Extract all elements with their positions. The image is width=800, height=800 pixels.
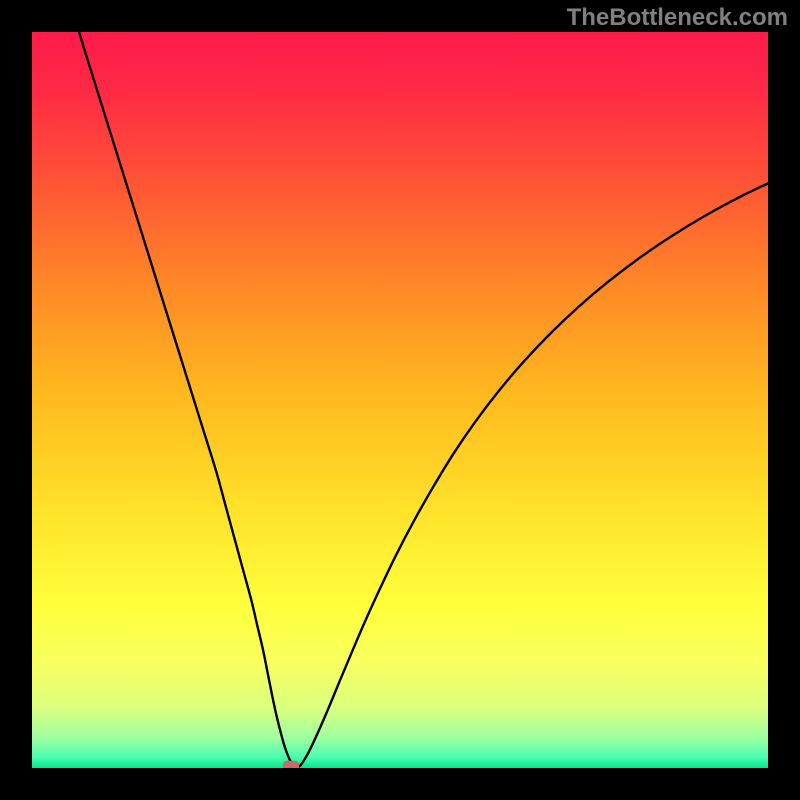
- bottleneck-curve: [70, 32, 768, 767]
- chart-svg: [32, 32, 768, 768]
- optimum-marker: [283, 761, 299, 768]
- watermark-text: TheBottleneck.com: [567, 4, 788, 32]
